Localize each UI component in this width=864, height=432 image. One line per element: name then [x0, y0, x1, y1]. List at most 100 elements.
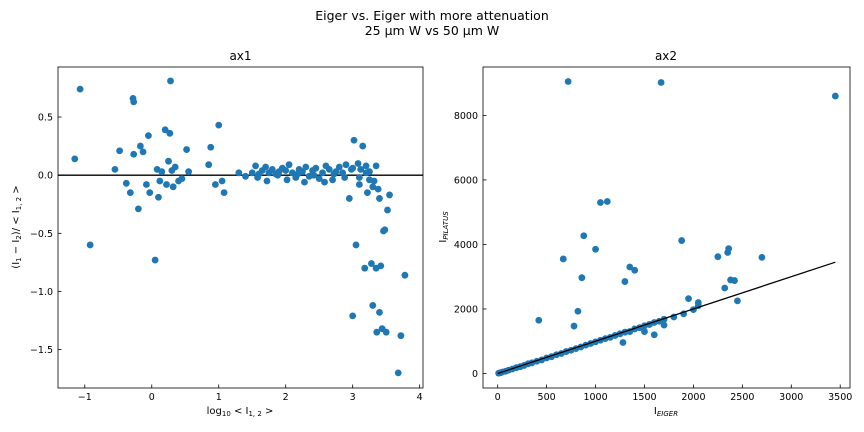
ax2-data-point	[580, 232, 588, 240]
ax2-data-point	[641, 328, 648, 335]
ax1-data-point	[282, 167, 290, 174]
ax1-data-point	[207, 143, 215, 151]
ax1-data-point	[366, 176, 373, 184]
ax1-data-point	[325, 165, 333, 173]
ax2-data-point	[564, 78, 572, 85]
ax1-data-point	[376, 195, 383, 202]
ax1-data-point	[178, 175, 186, 183]
ax1-data-point	[252, 162, 259, 170]
ax2-ytick-label: 8000	[454, 111, 478, 122]
ax2-data-point	[731, 277, 738, 284]
ax1-data-point	[116, 147, 124, 155]
ax1-data-point	[341, 174, 349, 181]
ax1-data-point	[355, 181, 363, 188]
ax1-data-point	[350, 136, 358, 144]
ax2-data-point	[592, 245, 599, 253]
ax1-data-point	[263, 177, 271, 185]
ax1-ytick-label: −1.0	[30, 287, 53, 298]
ax2-ylabel: IPILATUS	[438, 211, 450, 243]
ax1-data-point	[235, 169, 243, 177]
ax1-data-point	[166, 129, 174, 137]
ax2-data-point	[714, 253, 722, 261]
ax1-data-point	[369, 302, 377, 309]
ax1-data-point	[161, 126, 169, 134]
ax2-data-point	[725, 245, 733, 253]
ax1-data-point	[163, 181, 170, 188]
ax1-data-point	[319, 169, 326, 177]
ax1-data-point	[169, 183, 177, 191]
ax1-data-point	[151, 256, 159, 264]
ax1-ytick-label: −0.5	[30, 229, 53, 240]
ax2-data-point	[621, 278, 629, 285]
ax2-xtick-label: 3500	[828, 392, 852, 403]
suptitle-line-2: 25 µm W vs 50 µm W	[365, 23, 500, 38]
ax1-ytick-label: 0.0	[38, 171, 53, 182]
ax1-data-point	[354, 160, 362, 167]
ax2-xlabel: IEIGER	[654, 406, 678, 418]
ax2-data-point	[559, 255, 567, 263]
ax1-data-point	[136, 142, 144, 150]
ax1-data-point	[373, 328, 381, 336]
ax1-data-point	[294, 170, 302, 178]
ax1-xtick-label: 1	[216, 392, 222, 403]
ax2-xtick-label: 500	[538, 392, 556, 403]
ax1-data-point	[382, 328, 390, 336]
ax1-data-point	[185, 168, 192, 176]
ax1-data-point	[183, 146, 190, 153]
ax2-data-point	[619, 339, 627, 346]
ax2-title: ax2	[655, 49, 677, 63]
ax1-data-point	[384, 206, 391, 214]
ax1-data-point	[369, 183, 377, 191]
ax1-data-point	[143, 181, 150, 188]
ax1-data-point	[156, 177, 164, 185]
ax2-chart: 0 500 1000 1500 2000 2500 3000 3500 0 2000 4000 600…	[454, 66, 852, 403]
ax1-xtick-label: 2	[283, 392, 289, 403]
ax2-data-point	[650, 331, 658, 339]
ax2-ytick-label: 0	[472, 369, 478, 380]
ax2-data-point	[657, 79, 665, 86]
ax1-data-point	[130, 98, 138, 106]
ax1-xtick-label: 3	[350, 392, 356, 403]
ax1-data-point	[349, 164, 357, 172]
ax1-data-point	[352, 241, 360, 249]
ax2-fit-line	[497, 261, 836, 375]
ax1-data-point	[274, 171, 282, 179]
ax1-data-point	[376, 309, 383, 316]
ax1-ytick-label: 0.5	[38, 113, 53, 124]
ax2-xtick-label: 1000	[583, 392, 607, 403]
ax1-data-point	[321, 178, 328, 186]
ax1-data-point	[262, 163, 270, 171]
ax1-data-point	[205, 161, 213, 169]
ax1-xtick-label: −1	[78, 392, 92, 403]
ax1-data-point	[349, 312, 357, 320]
ax1-data-point	[361, 264, 369, 272]
ax2-data-point	[597, 199, 604, 206]
ax1-data-point	[364, 189, 371, 197]
ax2-data-point	[603, 198, 611, 205]
ax2-data-point	[660, 321, 668, 329]
ax1-data-point	[357, 165, 365, 173]
ax1-frame	[57, 66, 424, 389]
ax1-data-point	[368, 260, 375, 267]
ax1-data-point	[397, 332, 405, 340]
ax1-data-point	[283, 176, 291, 184]
ax1-data-point	[139, 148, 147, 156]
ax1-data-point	[335, 163, 343, 171]
ax2-data-point	[678, 237, 686, 244]
ax1-data-point	[254, 174, 261, 181]
ax2-frame	[482, 66, 851, 389]
ax1-data-point	[345, 195, 353, 202]
ax1-ytick-label: −1.5	[30, 345, 53, 356]
ax1-data-point	[76, 85, 84, 93]
ax1-data-point	[215, 121, 223, 129]
ax2-data-point	[631, 266, 639, 274]
ax1-data-point	[362, 162, 370, 170]
ax2-xtick-label: 1500	[632, 392, 656, 403]
ax1-data-point	[122, 179, 130, 187]
ax2-data-point	[535, 316, 543, 324]
ax1-data-point	[386, 191, 393, 199]
ax1-data-point	[71, 155, 79, 163]
ax2-data-point	[626, 263, 634, 271]
ax1-data-point	[167, 77, 174, 85]
